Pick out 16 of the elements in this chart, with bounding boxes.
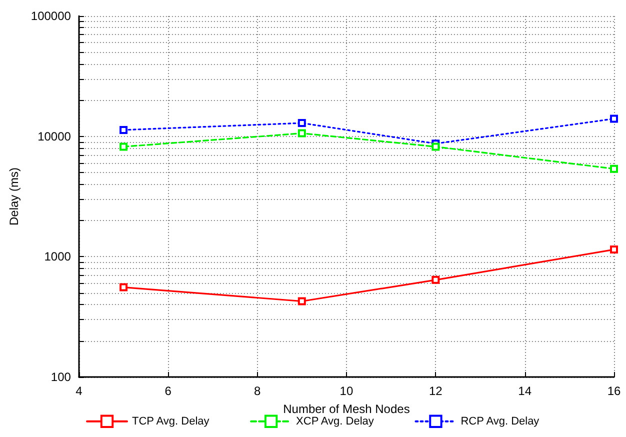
y-tick-label: 100	[50, 370, 72, 384]
legend-label: XCP Avg. Delay	[296, 415, 374, 428]
y-tick-label: 10000	[38, 129, 72, 144]
x-tick-label: 10	[340, 384, 354, 398]
x-axis-title: Number of Mesh Nodes	[283, 402, 410, 416]
y-axis-title: Delay (ms)	[7, 167, 21, 226]
legend-label: TCP Avg. Delay	[132, 415, 210, 428]
y-tick-label: 100000	[30, 9, 72, 23]
x-tick-label: 4	[76, 384, 83, 398]
x-tick-label: 14	[518, 384, 532, 398]
x-tick-label: 16	[607, 384, 621, 398]
x-tick-label: 8	[254, 384, 261, 398]
x-tick-label: 12	[428, 384, 443, 398]
x-tick-label: 6	[164, 384, 172, 398]
y-tick-label: 1000	[44, 250, 72, 264]
legend-label: RCP Avg. Delay	[460, 415, 540, 428]
